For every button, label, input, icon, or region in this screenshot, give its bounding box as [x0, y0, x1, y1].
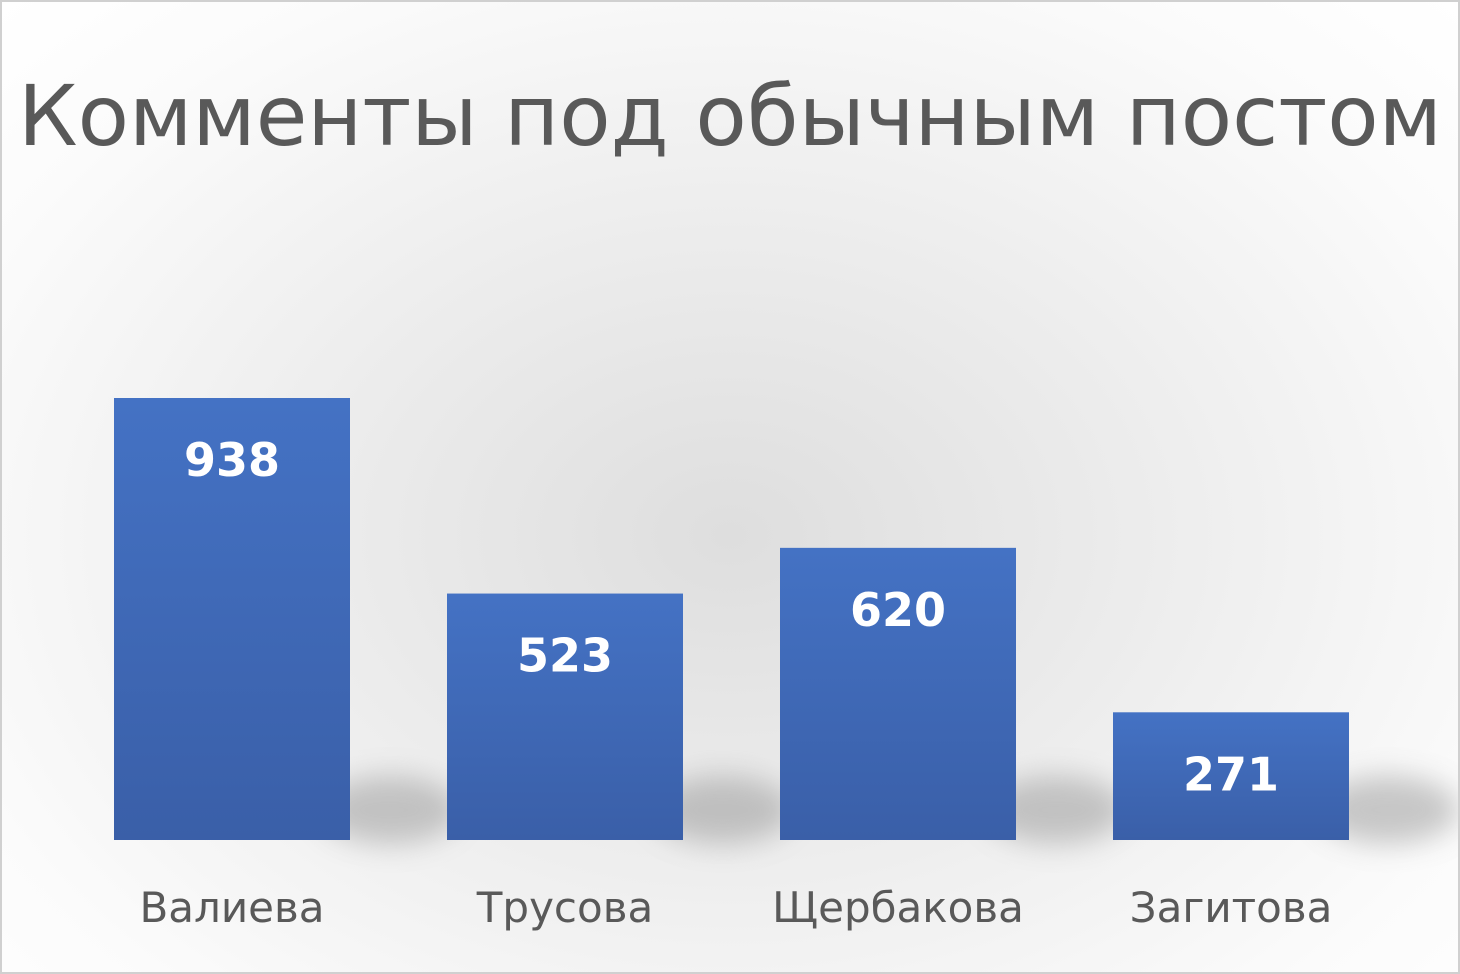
bar-value-label: 938	[184, 433, 280, 487]
category-label: Щербакова	[772, 883, 1024, 932]
category-label: Трусова	[476, 883, 653, 932]
bar-shadow	[986, 776, 1126, 844]
bar	[447, 593, 683, 840]
bar-shadow	[1319, 776, 1458, 844]
bar-value-label: 523	[517, 629, 613, 683]
category-label: Загитова	[1130, 883, 1333, 932]
bar-value-label: 620	[850, 583, 946, 637]
bar	[114, 398, 350, 840]
category-label: Валиева	[139, 883, 324, 932]
bar-shadows	[320, 776, 1458, 844]
category-labels-group: Валиева Трусова Щербакова Загитова	[139, 883, 1332, 932]
bar-shadow	[320, 776, 460, 844]
value-labels-group: 938 523 620 271	[184, 433, 1279, 801]
bar	[780, 547, 1016, 840]
bars-group	[114, 398, 1349, 840]
bar-value-label: 271	[1183, 747, 1279, 801]
bar	[1113, 712, 1349, 840]
chart-title: Комменты под обычным постом	[17, 67, 1443, 165]
bar-shadow	[653, 776, 793, 844]
